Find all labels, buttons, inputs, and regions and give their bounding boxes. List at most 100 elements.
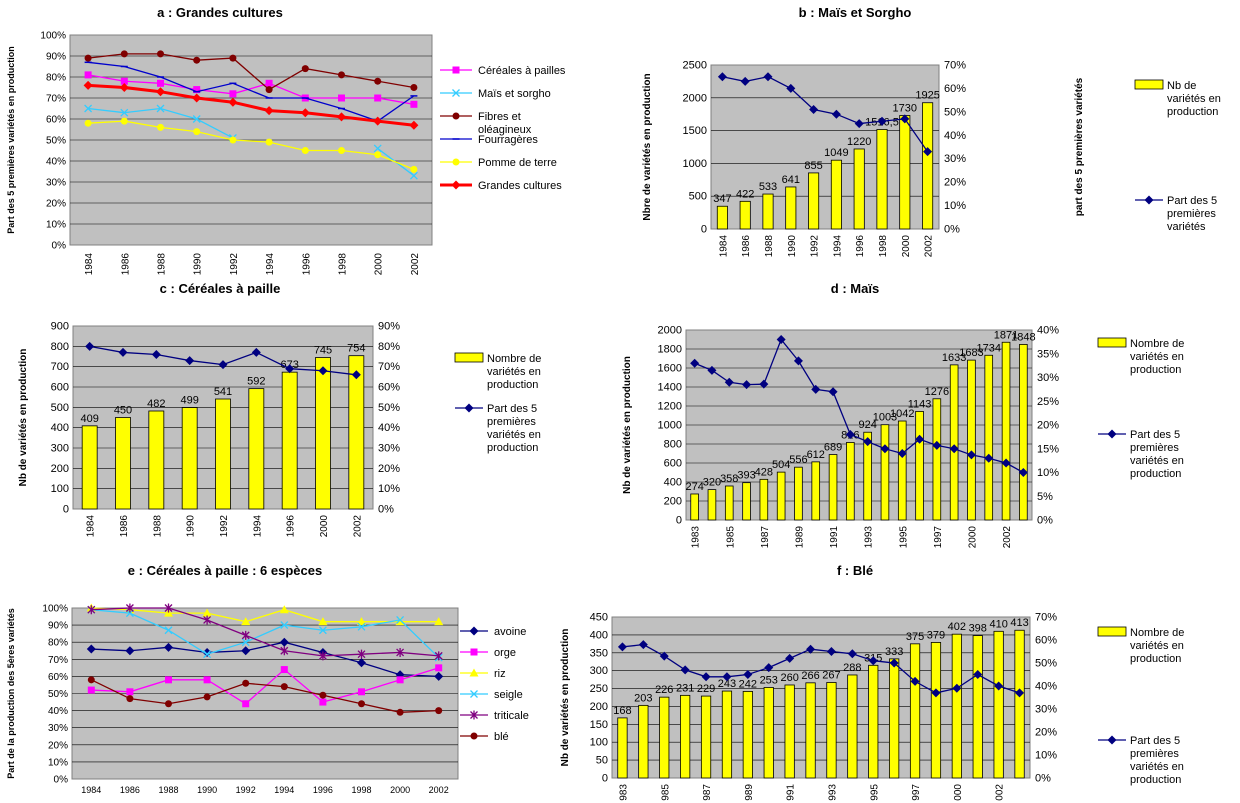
- data-point: [374, 95, 381, 102]
- legend-label: variétés: [1167, 221, 1206, 233]
- bar: [691, 494, 699, 520]
- data-point: [397, 676, 404, 683]
- data-point: [266, 80, 273, 87]
- y-tick-label: 90%: [46, 52, 66, 63]
- x-tick-label: 1998: [351, 785, 371, 795]
- x-tick-label: 1988: [152, 515, 163, 538]
- bar: [760, 479, 768, 520]
- chart-title: a : Grandes cultures: [157, 5, 283, 20]
- y-tick-label: 100: [590, 737, 608, 749]
- chart-f: f : Blé0501001502002503003504004500%10%2…: [560, 563, 1184, 801]
- y-tick-label: 150: [590, 719, 608, 731]
- legend-label: triticale: [494, 710, 529, 722]
- x-tick-label: 2000: [967, 526, 978, 549]
- legend-label: Nb de: [1167, 80, 1196, 92]
- data-point: [165, 700, 172, 707]
- bar-value-label: 242: [739, 678, 757, 690]
- y-tick-label: 2000: [683, 92, 707, 104]
- y-tick-label: 60%: [46, 115, 66, 126]
- legend-label: production: [1130, 364, 1181, 376]
- x-tick-label: 1993: [864, 526, 875, 549]
- y2-tick-label: 40%: [378, 422, 400, 434]
- bar: [831, 160, 841, 229]
- x-tick-label: 1985: [725, 526, 736, 549]
- bar: [889, 659, 898, 778]
- x-tick-label: 1987: [760, 526, 771, 549]
- bar: [660, 697, 669, 778]
- bar-value-label: 413: [1010, 617, 1028, 629]
- bar-value-label: 409: [80, 413, 98, 425]
- y2-tick-label: 40%: [1035, 681, 1057, 693]
- x-tick-label: 1984: [718, 235, 729, 258]
- legend-marker: [471, 733, 478, 740]
- y-tick-label: 1600: [658, 363, 682, 375]
- y2-tick-label: 20%: [378, 463, 400, 475]
- bar-value-label: 347: [713, 193, 731, 205]
- bar: [848, 675, 857, 778]
- bar: [785, 685, 794, 778]
- y-tick-label: 1000: [683, 158, 707, 170]
- bar: [1015, 630, 1024, 778]
- legend-label: premières: [1130, 442, 1179, 454]
- bar: [777, 472, 785, 520]
- legend-label: premières: [1167, 208, 1216, 220]
- y-tick-label: 20%: [46, 199, 66, 210]
- chart-c: c : Céréales à paille0100200300400500600…: [18, 281, 541, 537]
- bar-value-label: 358: [720, 473, 738, 485]
- x-tick-label: 1992: [236, 785, 256, 795]
- y-tick-label: 80%: [46, 73, 66, 84]
- legend-swatch: [1098, 627, 1126, 636]
- x-tick-label: 2000: [374, 253, 385, 276]
- bar-value-label: 226: [655, 684, 673, 696]
- bar-value-label: 450: [114, 405, 132, 417]
- bar: [116, 418, 131, 510]
- bar: [916, 411, 924, 520]
- data-point: [374, 78, 381, 85]
- bar: [968, 360, 976, 520]
- data-point: [193, 128, 200, 135]
- x-tick-label: 1992: [229, 253, 240, 276]
- y-axis-label: Nb de variétés en production: [18, 349, 29, 487]
- y-tick-label: 0: [602, 773, 608, 785]
- legend-label: Fourragères: [478, 134, 538, 146]
- bar: [952, 634, 961, 778]
- x-tick-label: 1990: [193, 253, 204, 276]
- chart-title: c : Céréales à paille: [160, 281, 281, 296]
- y-tick-label: 500: [51, 402, 69, 414]
- bar-value-label: 375: [906, 631, 924, 643]
- y2-tick-label: 50%: [944, 106, 966, 118]
- bar-value-label: 398: [969, 623, 987, 635]
- y2-tick-label: 80%: [378, 341, 400, 353]
- x-tick-label: 1997: [933, 526, 944, 549]
- x-tick-label: 1983: [691, 526, 702, 549]
- bar: [763, 194, 773, 229]
- legend-label: production: [1167, 106, 1218, 118]
- data-point: [157, 80, 164, 87]
- y2-tick-label: 0%: [1037, 515, 1053, 527]
- y-tick-label: 600: [51, 382, 69, 394]
- x-tick-label: 1996: [286, 515, 297, 538]
- bar: [877, 130, 887, 229]
- bar-value-label: 754: [347, 343, 365, 355]
- data-point: [85, 55, 92, 62]
- bar-value-label: 379: [927, 629, 945, 641]
- y-tick-label: 500: [689, 191, 707, 203]
- chart-a: a : Grandes cultures0%10%20%30%40%50%60%…: [6, 5, 566, 275]
- bar-value-label: 267: [822, 669, 840, 681]
- y-tick-label: 900: [51, 321, 69, 333]
- data-point: [266, 139, 273, 146]
- x-tick-label: 1996: [855, 235, 866, 258]
- data-point: [266, 86, 273, 93]
- bar-value-label: 612: [807, 449, 825, 461]
- y-tick-label: 400: [51, 422, 69, 434]
- data-point: [338, 147, 345, 154]
- bar-value-label: 1220: [847, 136, 871, 148]
- y-tick-label: 70%: [48, 655, 68, 666]
- y2-tick-label: 40%: [1037, 325, 1059, 337]
- y2-tick-label: 30%: [1037, 372, 1059, 384]
- data-point: [397, 709, 404, 716]
- bar-value-label: 541: [214, 386, 232, 398]
- data-point: [85, 71, 92, 78]
- data-point: [126, 688, 133, 695]
- x-tick-label: 002: [995, 784, 1006, 801]
